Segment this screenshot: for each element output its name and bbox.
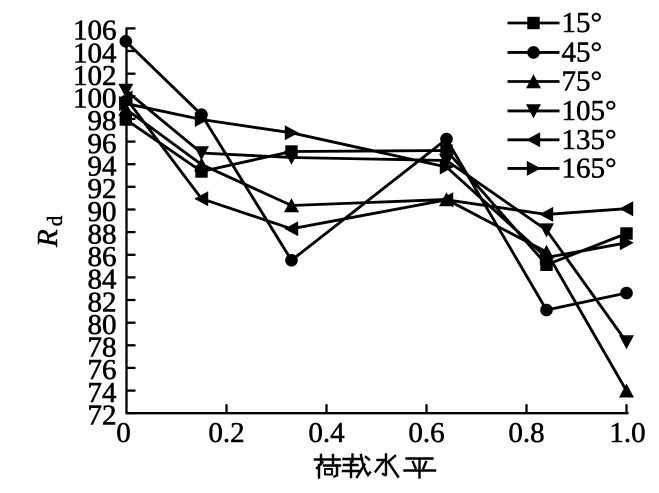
svg-text:100: 100 xyxy=(73,83,117,115)
svg-text:1.0: 1.0 xyxy=(609,417,645,449)
svg-text:0.2: 0.2 xyxy=(208,417,244,449)
svg-text:86: 86 xyxy=(88,241,117,273)
svg-text:84: 84 xyxy=(88,264,118,296)
svg-text:45°: 45° xyxy=(562,37,603,69)
svg-text:76: 76 xyxy=(88,354,117,386)
svg-text:72: 72 xyxy=(88,400,117,432)
svg-text:135°: 135° xyxy=(562,124,617,156)
svg-text:75°: 75° xyxy=(562,66,603,98)
svg-text:82: 82 xyxy=(88,286,117,318)
svg-text:0.6: 0.6 xyxy=(408,417,444,449)
svg-text:0.8: 0.8 xyxy=(508,417,544,449)
svg-text:0.4: 0.4 xyxy=(308,417,345,449)
svg-text:106: 106 xyxy=(73,15,117,47)
svg-text:90: 90 xyxy=(88,196,117,228)
svg-text:165°: 165° xyxy=(562,153,617,185)
svg-text:92: 92 xyxy=(88,173,117,205)
svg-text:102: 102 xyxy=(73,60,117,92)
svg-text:105°: 105° xyxy=(562,95,617,127)
svg-text:74: 74 xyxy=(88,377,118,409)
svg-text:96: 96 xyxy=(88,128,117,160)
svg-text:98: 98 xyxy=(88,105,117,137)
svg-text:94: 94 xyxy=(88,151,118,183)
svg-text:80: 80 xyxy=(88,309,117,341)
svg-text:15°: 15° xyxy=(562,7,603,39)
svg-text:78: 78 xyxy=(88,332,117,364)
svg-text:104: 104 xyxy=(73,37,117,69)
svg-text:0: 0 xyxy=(116,417,131,449)
svg-text:88: 88 xyxy=(88,218,117,250)
